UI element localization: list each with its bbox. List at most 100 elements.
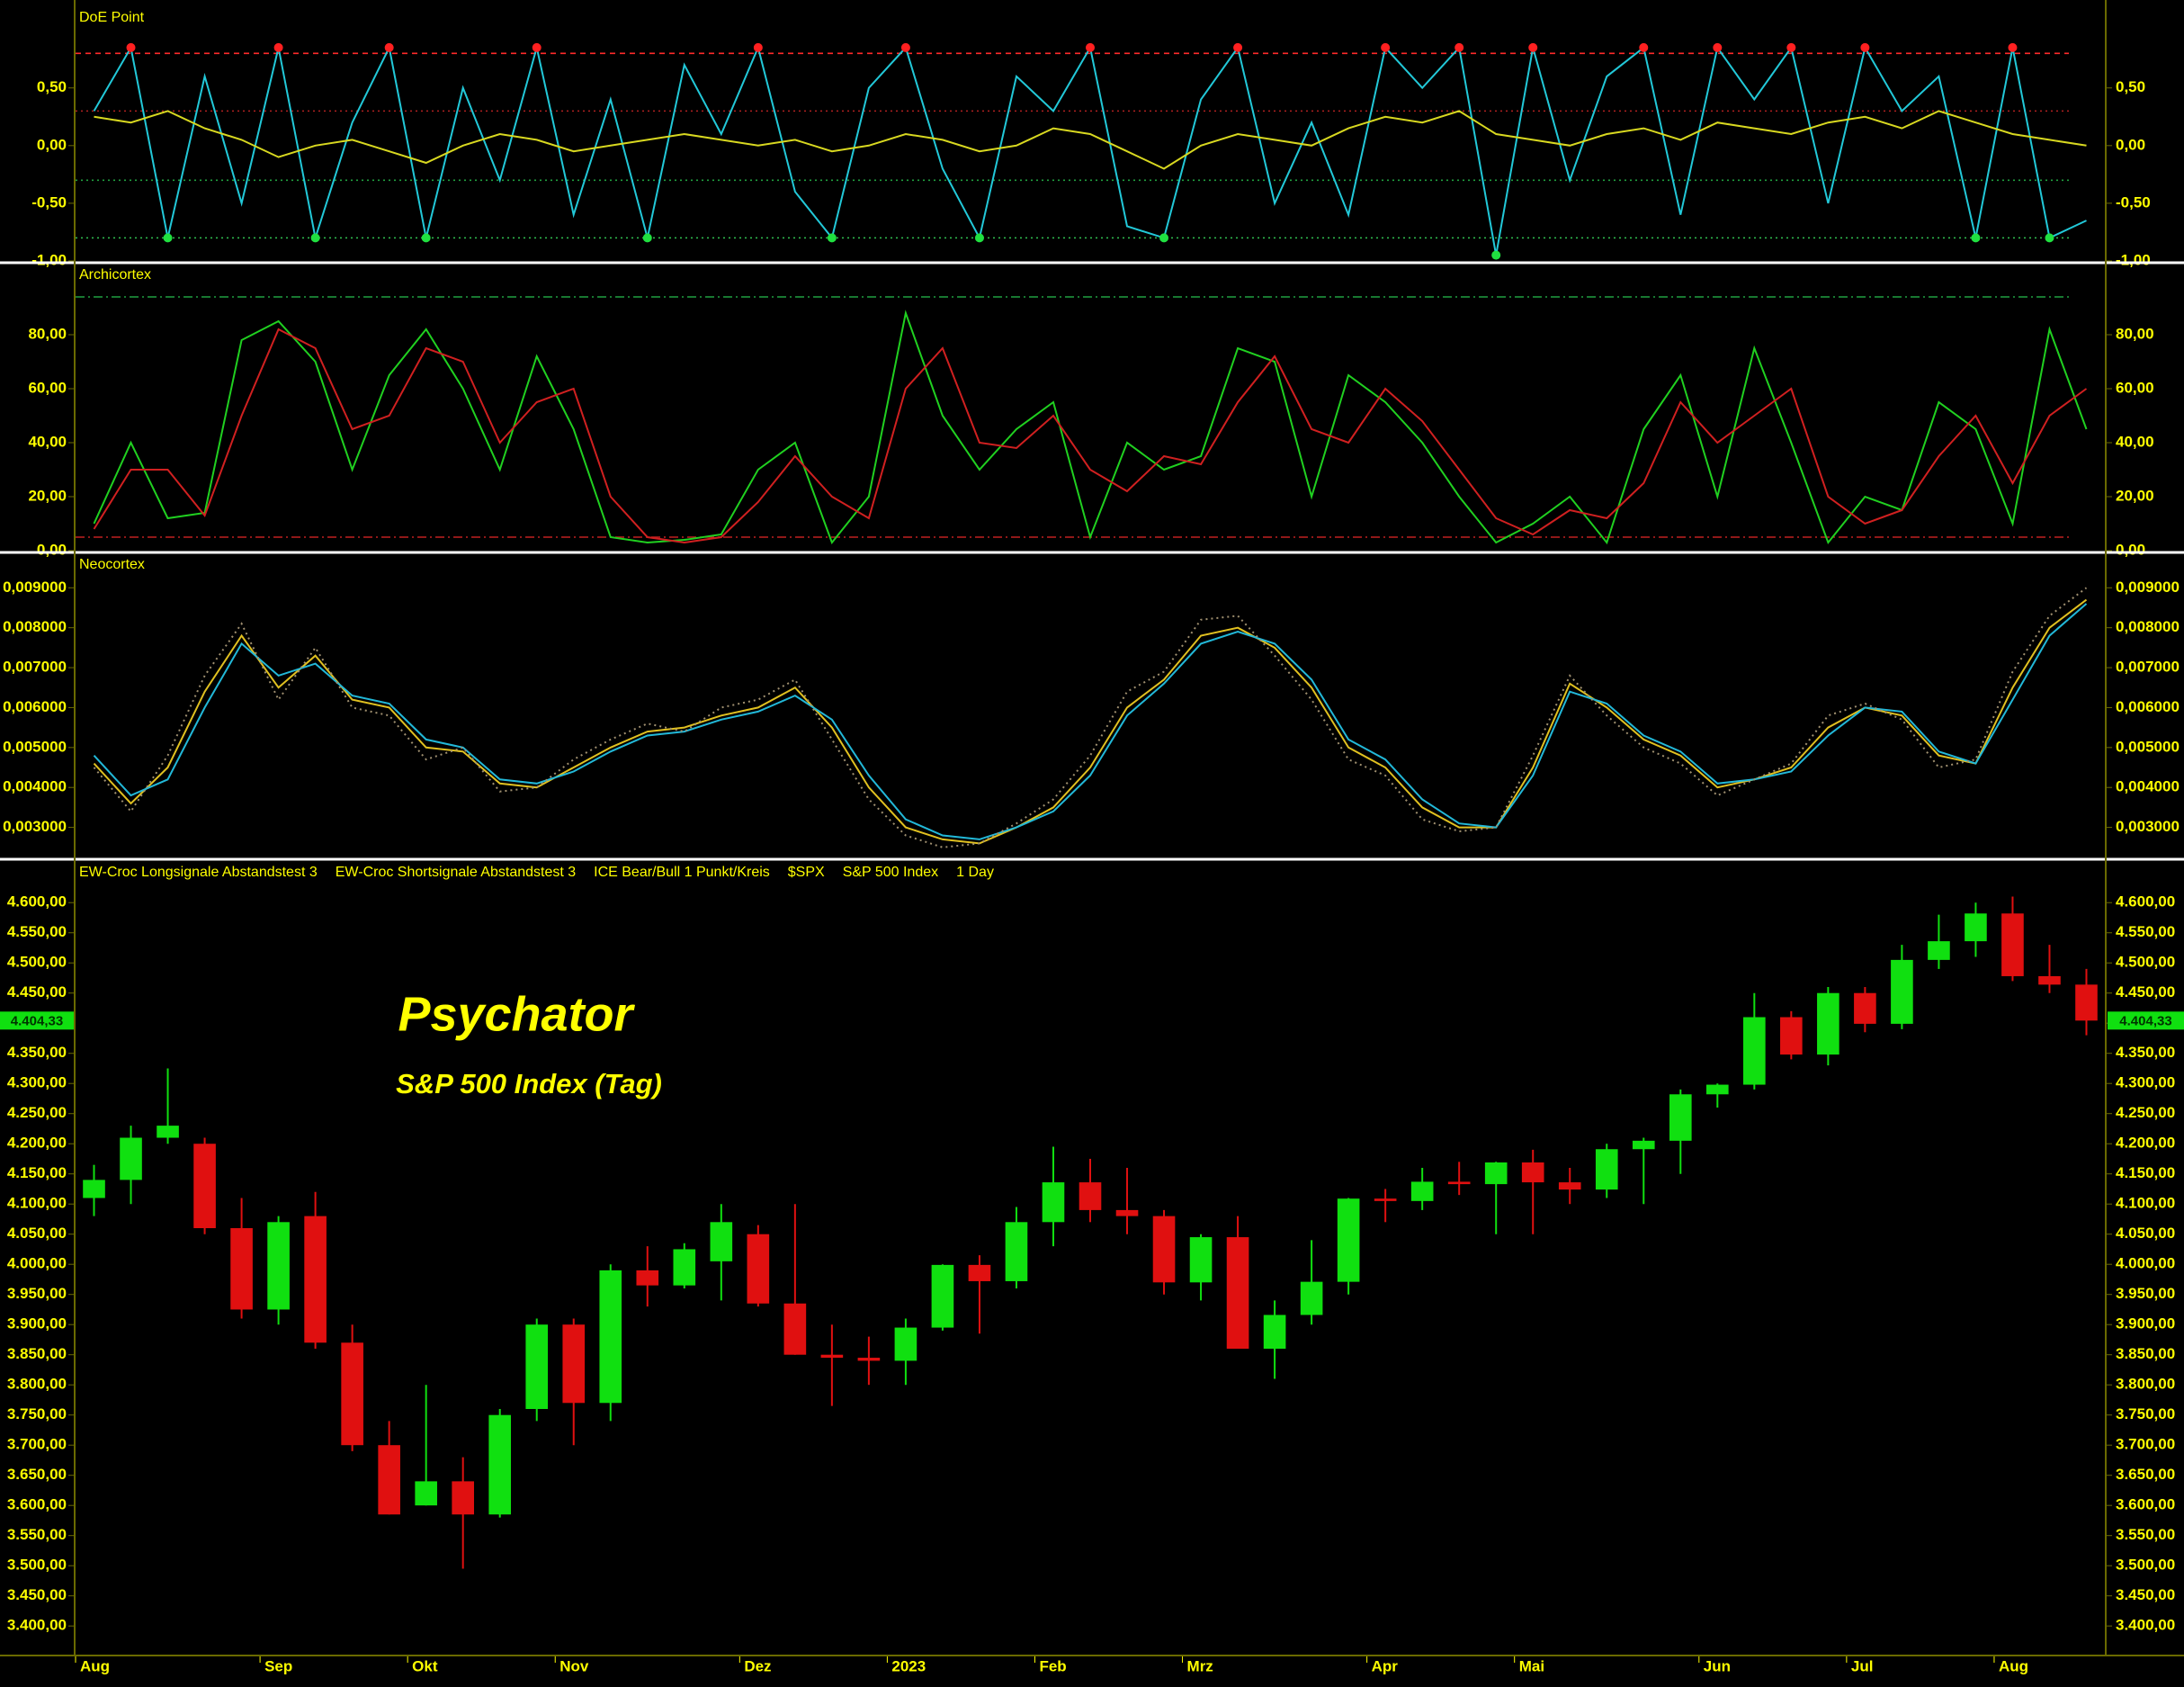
y-tick-label: 0,006000 bbox=[2116, 698, 2180, 715]
signal-dot bbox=[1233, 42, 1243, 52]
legend-item: 1 Day bbox=[956, 865, 994, 880]
y-tick-label: 3.700,00 bbox=[2116, 1436, 2175, 1453]
last-price-box bbox=[2108, 1011, 2184, 1030]
y-tick-label: 4.150,00 bbox=[7, 1164, 67, 1181]
candle-body bbox=[820, 1354, 844, 1359]
candle-body bbox=[1669, 1094, 1692, 1141]
signal-dot bbox=[1713, 42, 1723, 52]
signal-dot bbox=[1528, 42, 1538, 52]
x-tick-label: Jun bbox=[1704, 1657, 1731, 1674]
signal-dot bbox=[1639, 42, 1649, 52]
y-tick-label: -1,00 bbox=[31, 251, 67, 268]
y-tick-label: 4.500,00 bbox=[2116, 954, 2175, 971]
x-tick-label: Aug bbox=[80, 1657, 110, 1674]
candle-body bbox=[230, 1228, 253, 1310]
candle-body bbox=[525, 1324, 549, 1409]
y-tick-label: 4.500,00 bbox=[7, 954, 67, 971]
y-tick-label: 3.600,00 bbox=[7, 1496, 67, 1513]
candle-body bbox=[1374, 1198, 1397, 1201]
candle-body bbox=[857, 1358, 881, 1361]
y-tick-label: 0,004000 bbox=[2116, 778, 2180, 795]
y-tick-label: 0,008000 bbox=[2116, 618, 2180, 635]
y-tick-label: 4.450,00 bbox=[2116, 983, 2175, 1001]
signal-dot bbox=[310, 233, 320, 243]
y-tick-label: 4.300,00 bbox=[7, 1074, 67, 1091]
x-tick-label: Sep bbox=[264, 1657, 292, 1674]
x-tick-label: Mrz bbox=[1187, 1657, 1213, 1674]
y-tick-label: 4.200,00 bbox=[2116, 1135, 2175, 1152]
y-tick-label: 4.550,00 bbox=[2116, 923, 2175, 940]
last-price-label: 4.404,33 bbox=[11, 1013, 63, 1028]
y-tick-label: 4.250,00 bbox=[7, 1104, 67, 1121]
candle-body bbox=[1189, 1237, 1213, 1283]
y-tick-label: 80,00 bbox=[2116, 325, 2154, 342]
candle-body bbox=[894, 1327, 917, 1361]
candle-body bbox=[1447, 1181, 1471, 1185]
y-tick-label: 0,005000 bbox=[2116, 738, 2180, 755]
candle-body bbox=[968, 1264, 991, 1281]
series-line bbox=[93, 587, 2088, 848]
y-tick-label: 4.350,00 bbox=[7, 1044, 67, 1061]
signal-dot bbox=[827, 233, 837, 243]
legend-item: S&P 500 Index bbox=[843, 865, 938, 880]
y-tick-label: 4.150,00 bbox=[2116, 1164, 2175, 1181]
y-tick-label: 3.850,00 bbox=[2116, 1345, 2175, 1362]
series-line bbox=[93, 328, 2088, 544]
signal-dot bbox=[753, 42, 763, 52]
candle-body bbox=[783, 1303, 807, 1355]
y-tick-label: 0,50 bbox=[37, 78, 67, 95]
y-tick-label: 0,00 bbox=[37, 136, 67, 153]
candle-body bbox=[452, 1481, 474, 1515]
signal-dot bbox=[163, 233, 173, 243]
signal-dot bbox=[1971, 233, 1981, 243]
y-tick-label: 0,009000 bbox=[3, 579, 67, 596]
y-tick-label: 3.550,00 bbox=[7, 1526, 67, 1543]
y-tick-label: -0,50 bbox=[31, 193, 67, 211]
y-tick-label: 3.900,00 bbox=[2116, 1315, 2175, 1333]
candle-body bbox=[378, 1445, 400, 1515]
y-tick-label: 40,00 bbox=[28, 433, 67, 450]
signal-dot bbox=[126, 42, 136, 52]
panel-title: Archicortex bbox=[79, 267, 151, 283]
candle-body bbox=[710, 1222, 733, 1261]
y-tick-label: 0,00 bbox=[37, 541, 67, 558]
y-tick-label: 20,00 bbox=[28, 487, 67, 504]
y-tick-label: 3.450,00 bbox=[2116, 1586, 2175, 1603]
panels: 0,50 0,50 0,00 0,00 -0,50 -0,50 -1,00 -1,00 DoE … bbox=[0, 10, 2184, 1674]
candle-body bbox=[1780, 1017, 1803, 1055]
y-tick-label: 4.350,00 bbox=[2116, 1044, 2175, 1061]
signal-dot bbox=[1455, 42, 1464, 52]
candle-body bbox=[157, 1126, 179, 1138]
series-line bbox=[94, 110, 2087, 170]
signal-dot bbox=[1086, 42, 1095, 52]
y-tick-label: 0,00 bbox=[2116, 541, 2145, 558]
x-tick-label: Apr bbox=[1372, 1657, 1399, 1674]
y-tick-label: 4.050,00 bbox=[2116, 1225, 2175, 1242]
annotation-title: Psychator bbox=[398, 987, 635, 1041]
candle-body bbox=[488, 1414, 512, 1515]
y-tick-label: 3.600,00 bbox=[2116, 1496, 2175, 1513]
y-tick-label: 0,003000 bbox=[2116, 818, 2180, 835]
candle-body bbox=[1928, 941, 1950, 960]
signal-dot bbox=[384, 42, 394, 52]
x-tick-label: 2023 bbox=[891, 1657, 926, 1674]
y-tick-label: 3.800,00 bbox=[7, 1376, 67, 1393]
candle-body bbox=[562, 1324, 586, 1404]
signal-dot bbox=[1860, 42, 1870, 52]
y-tick-label: -0,50 bbox=[2116, 193, 2151, 211]
y-tick-label: 0,008000 bbox=[3, 618, 67, 635]
signal-dot bbox=[2045, 233, 2054, 243]
candle-body bbox=[1965, 913, 1987, 942]
y-tick-label: 20,00 bbox=[2116, 487, 2154, 504]
y-tick-label: 3.700,00 bbox=[7, 1436, 67, 1453]
y-tick-label: 3.450,00 bbox=[7, 1586, 67, 1603]
x-tick-label: Nov bbox=[559, 1657, 589, 1674]
y-tick-label: 3.500,00 bbox=[2116, 1557, 2175, 1574]
y-tick-label: 4.000,00 bbox=[2116, 1255, 2175, 1272]
x-tick-label: Jul bbox=[1851, 1657, 1874, 1674]
candle-body bbox=[120, 1137, 142, 1180]
y-tick-label: 60,00 bbox=[28, 379, 67, 396]
y-tick-label: 0,006000 bbox=[3, 698, 67, 715]
y-tick-label: 3.850,00 bbox=[7, 1345, 67, 1362]
